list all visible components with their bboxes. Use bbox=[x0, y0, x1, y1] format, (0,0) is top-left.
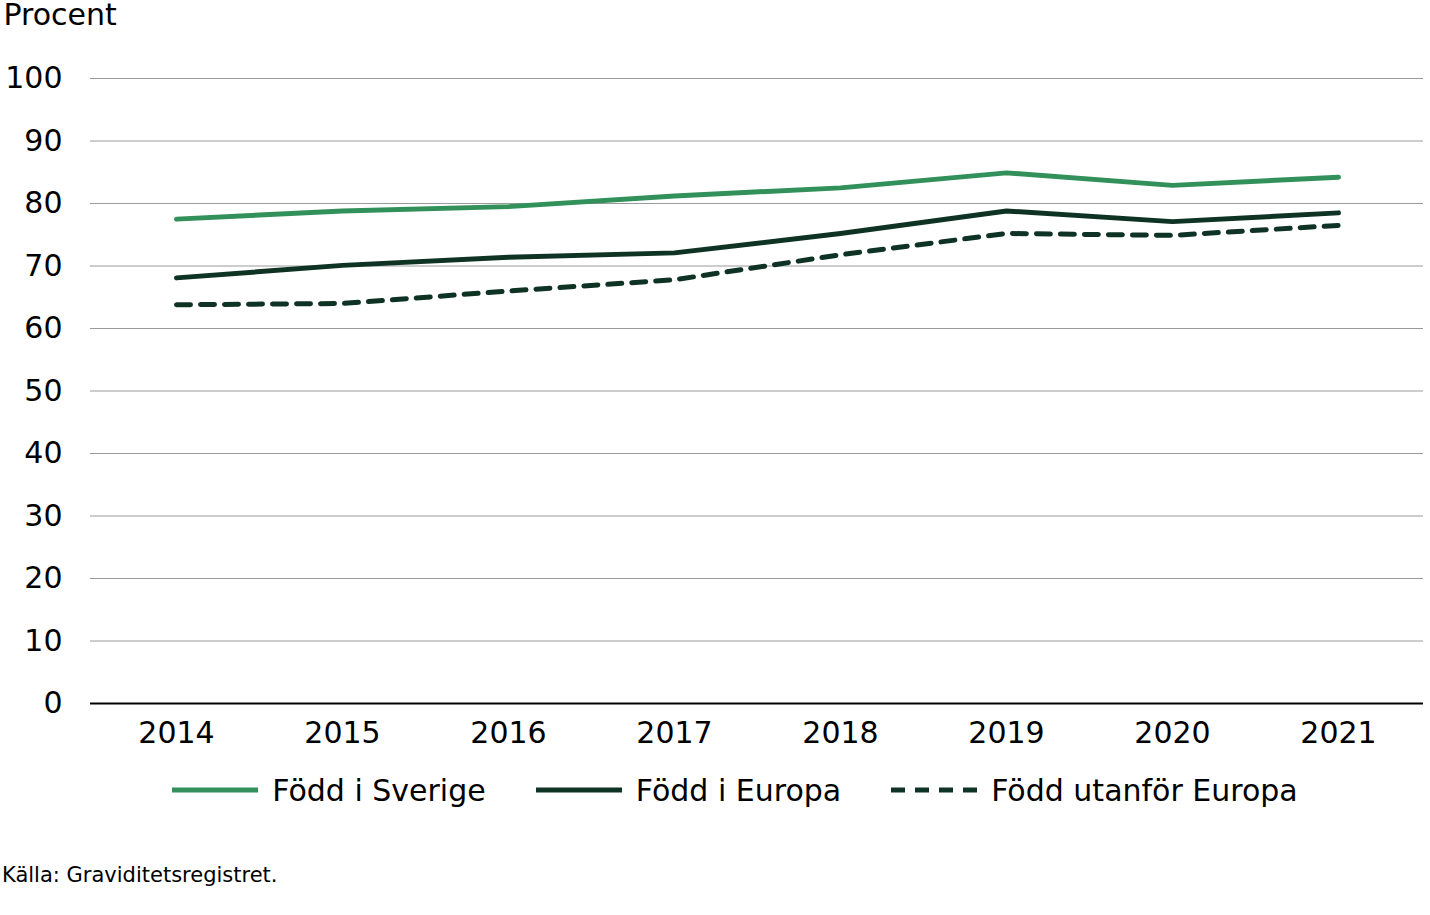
html-text:Född utanför Europa: Född utanför Europa bbox=[991, 772, 1298, 808]
svg-text:Procent: Procent bbox=[4, 0, 118, 32]
html-text:Född i Sverige: Född i Sverige bbox=[272, 772, 486, 808]
svg-text:2020: 2020 bbox=[1134, 715, 1210, 750]
svg-text:10: 10 bbox=[24, 623, 62, 658]
svg-text:40: 40 bbox=[24, 435, 62, 470]
svg-text:60: 60 bbox=[24, 310, 62, 345]
svg-text:30: 30 bbox=[24, 498, 62, 533]
svg-text:70: 70 bbox=[24, 248, 62, 283]
svg-text:100: 100 bbox=[5, 60, 62, 95]
svg-text:2016: 2016 bbox=[470, 715, 546, 750]
svg-text:2015: 2015 bbox=[304, 715, 380, 750]
svg-text:2017: 2017 bbox=[636, 715, 712, 750]
html-text:Källa: Graviditetsregistret.: Källa: Graviditetsregistret. bbox=[2, 863, 278, 887]
html-text:Född i Europa: Född i Europa bbox=[635, 772, 842, 808]
svg-text:2018: 2018 bbox=[802, 715, 878, 750]
svg-text:2021: 2021 bbox=[1300, 715, 1376, 750]
svg-text:90: 90 bbox=[24, 123, 62, 158]
svg-text:50: 50 bbox=[24, 373, 62, 408]
svg-text:0: 0 bbox=[43, 685, 62, 720]
svg-text:80: 80 bbox=[24, 185, 62, 220]
svg-text:20: 20 bbox=[24, 560, 62, 595]
svg-text:2019: 2019 bbox=[968, 715, 1044, 750]
svg-text:2014: 2014 bbox=[138, 715, 214, 750]
